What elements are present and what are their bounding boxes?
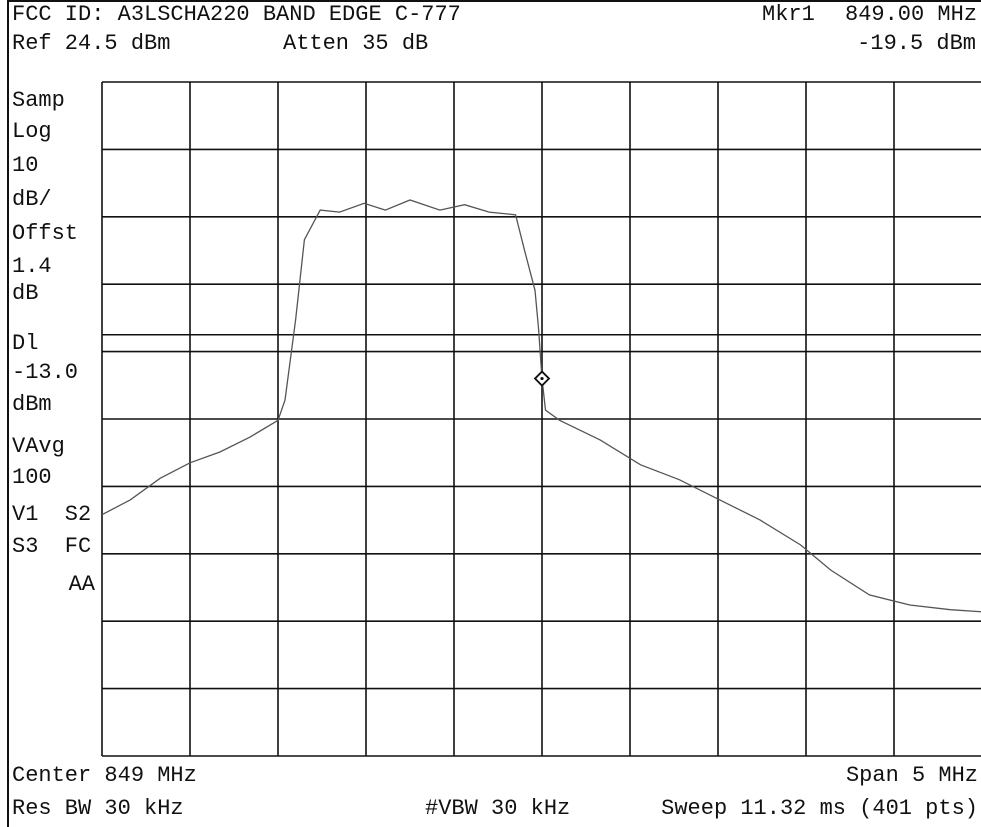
side-panel-label: S3 FC [12, 534, 91, 559]
center-frequency: Center 849 MHz [12, 763, 197, 788]
side-panel-label: Offst [12, 221, 78, 246]
attenuation: Atten 35 dB [283, 31, 428, 56]
side-panel-label: Dl [12, 331, 38, 356]
marker-dot [540, 376, 544, 381]
side-panel-label: 1.4 [12, 254, 52, 279]
side-panel-label: VAvg [12, 434, 65, 459]
sweep: Sweep 11.32 ms (401 pts) [661, 796, 978, 821]
title: FCC ID: A3LSCHA220 BAND EDGE C-777 [12, 2, 461, 27]
side-panel-label: dB/ [12, 187, 52, 212]
marker-label: Mkr1 [762, 2, 815, 27]
display-line-label: -13.0 [12, 360, 78, 385]
ref-level: Ref 24.5 dBm [12, 31, 170, 56]
side-panel-label: Samp [12, 88, 65, 113]
res-bw: Res BW 30 kHz [12, 796, 184, 821]
side-panel-label: dB [12, 281, 38, 306]
side-panel-label: dBm [12, 392, 52, 417]
trace [101, 199, 981, 613]
span: Span 5 MHz [846, 763, 978, 788]
side-panel-label: Log [12, 119, 52, 144]
marker-amplitude: -19.5 dBm [857, 31, 976, 56]
vbw: #VBW 30 kHz [425, 796, 570, 821]
side-panel-label: 10 [12, 153, 38, 178]
side-panel-label: AA [69, 572, 96, 597]
side-panel-label: V1 S2 [12, 502, 91, 527]
side-panel-label: 100 [12, 465, 52, 490]
marker-frequency: 849.00 MHz [845, 2, 977, 27]
